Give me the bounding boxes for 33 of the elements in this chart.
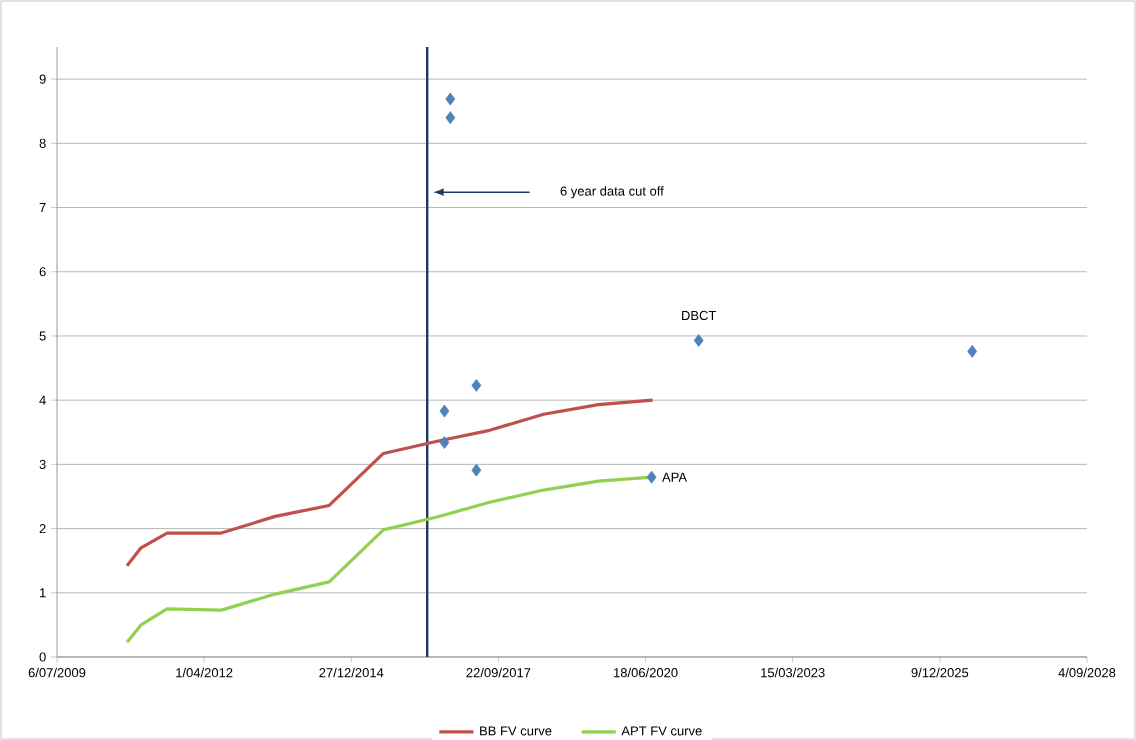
x-tick-label: 6/07/2009 xyxy=(28,667,86,678)
y-tick-label: 6 xyxy=(39,267,46,277)
y-tick-label: 4 xyxy=(39,395,46,405)
point xyxy=(693,334,704,347)
point xyxy=(471,378,482,392)
x-tick-label: 18/06/2020 xyxy=(614,667,678,678)
x-tick-label: 9/12/2025 xyxy=(911,667,969,678)
y-tick-label: 8 xyxy=(39,138,46,148)
x-tick-label: 4/09/2028 xyxy=(1058,667,1116,678)
y-tick-label: 0 xyxy=(39,652,46,662)
legend-label: APT FV curve xyxy=(621,726,702,736)
x-tick-label: 1/04/2012 xyxy=(176,667,233,678)
point xyxy=(646,470,657,484)
legend-label: BB FV curve xyxy=(480,726,552,736)
point xyxy=(439,436,450,449)
y-tick-label: 1 xyxy=(40,588,46,598)
annotation: DBCT xyxy=(682,310,717,321)
x-tick-label: 27/12/2014 xyxy=(319,667,384,678)
y-tick-label: 7 xyxy=(39,203,46,213)
annotation: APA xyxy=(662,472,688,482)
annotation: 6 year data cut off xyxy=(560,186,664,199)
point xyxy=(445,92,456,106)
y-tick-label: 9 xyxy=(39,74,46,84)
x-tick-label: 22/09/2017 xyxy=(466,667,531,678)
point xyxy=(967,344,978,358)
point xyxy=(471,463,482,477)
y-tick-label: 2 xyxy=(39,524,46,534)
y-tick-label: 3 xyxy=(39,459,46,469)
x-tick-label: 15/03/2023 xyxy=(761,667,825,678)
y-tick-label: 5 xyxy=(39,331,46,341)
point xyxy=(439,404,450,418)
point xyxy=(445,111,456,125)
line-series xyxy=(125,398,655,568)
